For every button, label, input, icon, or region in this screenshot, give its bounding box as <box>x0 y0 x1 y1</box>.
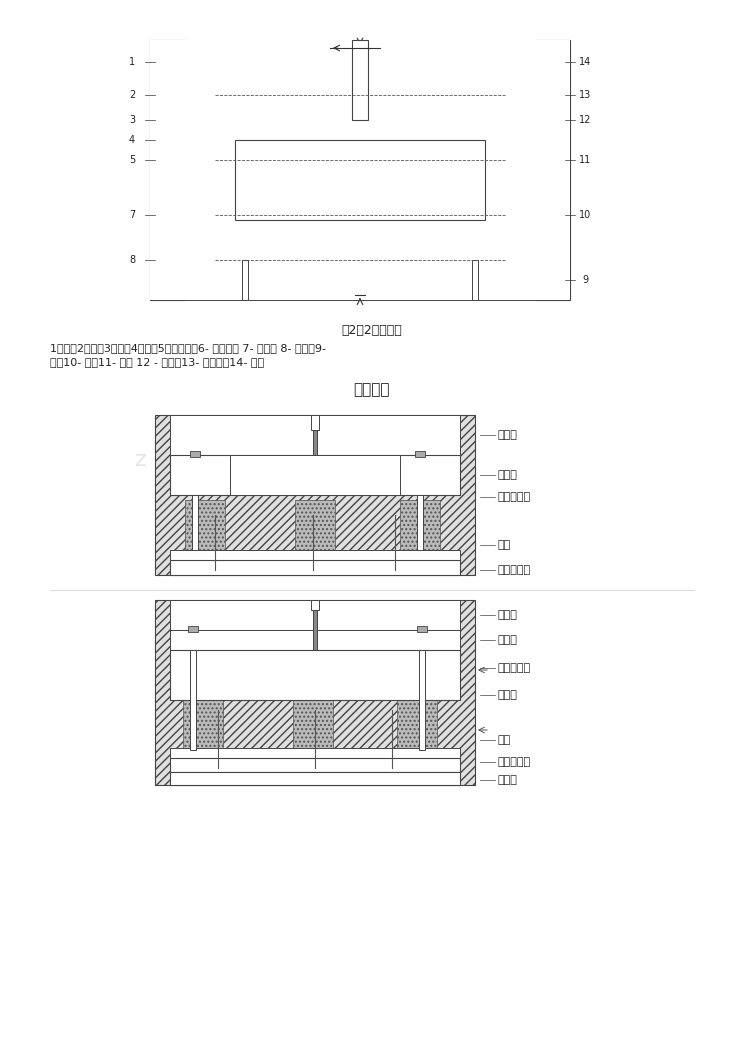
Text: 4: 4 <box>129 135 135 145</box>
Bar <box>170 772 460 785</box>
Bar <box>400 500 440 555</box>
Text: 三板模: 三板模 <box>498 610 518 620</box>
Text: 1－顶杆2－推板3－导套4－导柱5－顶杆底板6- 钩料杆销 7- 推回针 8- 针限制9-: 1－顶杆2－推板3－导套4－导柱5－顶杆底板6- 钩料杆销 7- 推回针 8- … <box>50 343 326 353</box>
Bar <box>183 700 223 755</box>
Bar <box>170 630 460 650</box>
Bar <box>170 414 460 456</box>
Text: 压板: 压板 <box>498 540 511 550</box>
Text: 双板模: 双板模 <box>498 430 518 440</box>
Bar <box>535 40 570 300</box>
Bar <box>400 456 460 495</box>
Text: 图2－2注塑模具: 图2－2注塑模具 <box>341 324 403 337</box>
Bar <box>370 70 505 140</box>
Bar <box>150 40 570 300</box>
Bar <box>170 650 460 700</box>
Bar <box>215 270 505 300</box>
Bar <box>170 600 460 630</box>
Bar <box>170 456 230 495</box>
Bar <box>215 70 350 140</box>
Text: 12: 12 <box>579 115 591 125</box>
Text: 注塑模具: 注塑模具 <box>353 383 391 398</box>
Bar <box>170 758 460 772</box>
Bar <box>170 630 225 650</box>
Bar <box>313 610 317 650</box>
Bar <box>190 650 196 750</box>
Text: 型腔板: 型腔板 <box>498 690 518 700</box>
Bar <box>188 626 198 632</box>
Bar <box>417 626 427 632</box>
Bar <box>242 260 248 300</box>
Bar <box>185 280 215 300</box>
Text: 13: 13 <box>579 90 591 100</box>
Bar <box>170 550 460 560</box>
Bar <box>215 170 350 260</box>
Bar <box>170 758 460 772</box>
Text: 11: 11 <box>579 155 591 165</box>
Bar <box>397 700 437 755</box>
Bar <box>345 195 375 215</box>
Text: 3: 3 <box>129 115 135 125</box>
Bar <box>185 500 225 555</box>
Bar <box>352 40 368 120</box>
Text: z a o z h u a n i t a . c o m: z a o z h u a n i t a . c o m <box>135 450 425 470</box>
Bar <box>170 772 460 785</box>
Bar <box>293 700 333 755</box>
Bar <box>192 495 198 550</box>
Bar <box>415 451 425 457</box>
Bar <box>295 500 335 555</box>
Text: 2: 2 <box>129 90 135 100</box>
Bar <box>170 600 460 630</box>
Text: 14: 14 <box>579 57 591 67</box>
Bar <box>230 456 400 495</box>
Text: 9: 9 <box>582 275 588 285</box>
Bar <box>405 650 460 700</box>
Text: 压板: 压板 <box>498 735 511 745</box>
Bar <box>235 140 485 220</box>
Text: 模具分型面: 模具分型面 <box>498 492 531 502</box>
Text: 8: 8 <box>129 255 135 265</box>
Bar <box>185 40 215 60</box>
Bar <box>419 650 425 750</box>
Bar <box>170 748 460 758</box>
Text: 推杆固定板: 推杆固定板 <box>498 565 531 575</box>
Text: 5: 5 <box>129 155 135 165</box>
Bar <box>313 430 317 456</box>
Bar <box>170 650 225 700</box>
Bar <box>417 495 423 550</box>
Bar <box>311 414 319 430</box>
Text: 导柱10- 导柱11- 腔板 12 - 浇口套13- 塑料工件14- 型芯: 导柱10- 导柱11- 腔板 12 - 浇口套13- 塑料工件14- 型芯 <box>50 357 264 367</box>
Text: 型腔板: 型腔板 <box>498 470 518 480</box>
Bar <box>170 560 460 575</box>
Text: 流道板: 流道板 <box>498 635 518 645</box>
Text: 推杆固定板: 推杆固定板 <box>498 757 531 767</box>
Bar <box>150 40 185 300</box>
Bar <box>190 451 200 457</box>
Bar <box>155 414 475 575</box>
Bar <box>370 170 505 260</box>
Text: 10: 10 <box>579 210 591 220</box>
Text: 顶出版: 顶出版 <box>498 775 518 785</box>
Bar <box>155 600 475 785</box>
Bar <box>472 260 478 300</box>
Bar <box>505 40 535 60</box>
Bar <box>170 560 460 575</box>
Text: 7: 7 <box>129 210 135 220</box>
Text: 模具分型面: 模具分型面 <box>498 663 531 673</box>
Bar <box>170 456 460 495</box>
Bar <box>170 414 460 456</box>
Bar <box>505 280 535 300</box>
Text: 1: 1 <box>129 57 135 67</box>
Bar <box>215 40 505 70</box>
Bar <box>311 600 319 610</box>
Bar <box>405 630 460 650</box>
